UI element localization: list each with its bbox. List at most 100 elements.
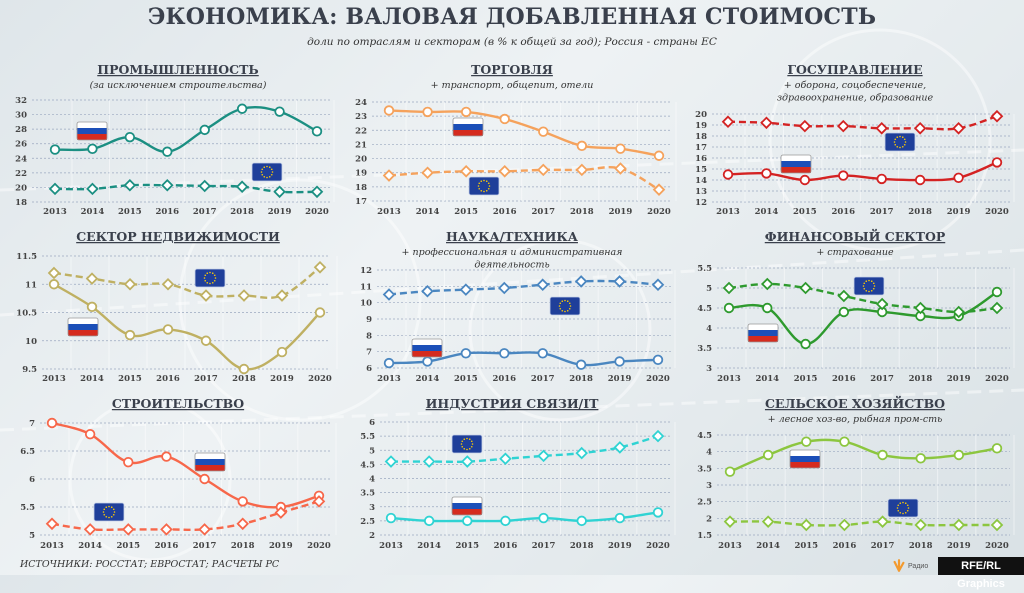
russia-data-point bbox=[274, 106, 285, 117]
russia-data-point bbox=[801, 436, 812, 447]
x-tick-label: 2016 bbox=[155, 207, 179, 217]
x-tick-label: 2016 bbox=[492, 374, 516, 384]
panel-title: СЕЛЬСКОЕ ХОЗЯЙСТВО bbox=[765, 395, 945, 411]
eu-flag bbox=[549, 296, 581, 316]
x-tick-label: 2014 bbox=[417, 541, 441, 551]
eu-series-line bbox=[388, 165, 660, 191]
eu-data-point bbox=[161, 178, 174, 192]
x-tick-label: 2013 bbox=[377, 374, 401, 384]
eu-flag bbox=[887, 498, 919, 518]
russia-flag bbox=[789, 449, 821, 469]
rferl-graphics-logo: RFE/RL Graphics bbox=[938, 557, 1024, 590]
x-tick-label: 2019 bbox=[947, 374, 971, 384]
eu-data-point bbox=[421, 166, 434, 179]
x-tick-label: 2014 bbox=[416, 374, 440, 384]
x-tick-label: 2018 bbox=[569, 374, 593, 384]
russia-data-point bbox=[276, 346, 288, 358]
y-tick-label: 28 bbox=[15, 125, 27, 135]
russia-data-point bbox=[614, 356, 625, 367]
russia-data-point bbox=[46, 417, 58, 429]
eu-data-point bbox=[422, 455, 436, 468]
y-tick-label: 5 bbox=[369, 446, 375, 456]
eu-data-point bbox=[382, 288, 396, 301]
russia-data-point bbox=[84, 429, 96, 440]
eu-data-point bbox=[800, 518, 813, 532]
eu-data-point bbox=[498, 281, 511, 295]
y-tick-label: 4.5 bbox=[697, 431, 712, 441]
eu-data-point bbox=[86, 182, 99, 196]
x-tick-label: 2013 bbox=[377, 207, 401, 217]
russia-data-point bbox=[915, 453, 926, 464]
russia-data-point bbox=[199, 124, 210, 136]
russia-flag bbox=[780, 154, 812, 174]
eu-data-point bbox=[614, 162, 627, 175]
eu-data-point bbox=[652, 183, 666, 196]
russia-data-point bbox=[538, 126, 549, 137]
x-tick-label: 2018 bbox=[232, 374, 256, 384]
y-tick-label: 17 bbox=[355, 197, 367, 207]
eu-data-point bbox=[876, 515, 889, 528]
y-tick-label: 22 bbox=[15, 169, 27, 179]
eu-data-point bbox=[990, 518, 1004, 532]
x-tick-label: 2014 bbox=[755, 207, 779, 217]
y-tick-label: 4 bbox=[369, 475, 375, 485]
russia-flag bbox=[747, 323, 779, 343]
eu-flag bbox=[451, 434, 483, 454]
y-tick-label: 10 bbox=[25, 337, 37, 347]
y-tick-label: 1.5 bbox=[697, 531, 712, 541]
x-tick-label: 2017 bbox=[531, 374, 555, 384]
y-tick-label: 18 bbox=[15, 198, 27, 208]
eu-data-point bbox=[47, 266, 61, 280]
y-tick-label: 4 bbox=[706, 324, 712, 334]
eu-data-point bbox=[310, 185, 324, 199]
y-tick-label: 11 bbox=[25, 280, 37, 290]
russia-data-point bbox=[124, 329, 136, 341]
y-tick-label: 12 bbox=[360, 266, 372, 276]
russia-data-point bbox=[876, 173, 887, 185]
eu-data-point bbox=[85, 272, 99, 285]
x-tick-label: 2014 bbox=[81, 207, 105, 217]
russia-data-point bbox=[575, 359, 587, 370]
x-tick-label: 2013 bbox=[379, 541, 403, 551]
sources-note: ИСТОЧНИКИ: РОССТАТ; ЕВРОСТАТ; РАСЧЕТЫ РС bbox=[20, 559, 280, 570]
y-tick-label: 24 bbox=[15, 154, 27, 164]
russia-data-point bbox=[991, 157, 1003, 168]
eu-data-point bbox=[161, 277, 175, 291]
eu-flag bbox=[93, 502, 125, 522]
x-tick-label: 2019 bbox=[608, 541, 632, 551]
chart-panel: ИНДУСТРИЯ СВЯЗИ/IT 2 2.5 3 3.5 4 4.5 5 5.5 6 2013 2… bbox=[360, 396, 676, 551]
eu-data-point bbox=[312, 495, 326, 508]
y-tick-label: 3.5 bbox=[697, 344, 712, 354]
russia-data-point bbox=[162, 146, 173, 157]
eu-data-point bbox=[382, 169, 396, 182]
x-tick-label: 2014 bbox=[416, 207, 440, 217]
russia-data-point bbox=[237, 496, 248, 507]
eu-series-line bbox=[51, 500, 320, 532]
x-tick-label: 2013 bbox=[42, 374, 66, 384]
eu-data-point bbox=[651, 278, 665, 291]
y-tick-label: 4 bbox=[706, 448, 712, 458]
eu-data-point bbox=[123, 277, 137, 291]
y-tick-label: 8 bbox=[366, 331, 372, 341]
y-tick-label: 19 bbox=[695, 121, 707, 131]
y-tick-label: 26 bbox=[15, 140, 27, 150]
x-tick-label: 2020 bbox=[646, 541, 670, 551]
x-tick-label: 2018 bbox=[570, 207, 594, 217]
x-tick-label: 2015 bbox=[454, 207, 478, 217]
eu-data-point bbox=[575, 163, 589, 177]
y-tick-label: 11 bbox=[360, 282, 372, 292]
x-tick-label: 2014 bbox=[756, 541, 780, 551]
x-tick-label: 2018 bbox=[230, 207, 254, 217]
russia-data-point bbox=[422, 106, 433, 118]
eu-data-point bbox=[384, 455, 398, 468]
eu-flag bbox=[853, 276, 885, 296]
russia-data-point bbox=[499, 113, 510, 125]
y-tick-label: 9.5 bbox=[22, 365, 37, 375]
eu-data-point bbox=[837, 119, 850, 133]
russia-data-point bbox=[86, 301, 98, 313]
x-tick-label: 2020 bbox=[307, 541, 331, 551]
y-tick-label: 7 bbox=[29, 419, 35, 429]
main-subtitle: доли по отраслям и секторам (в % к общей… bbox=[307, 36, 717, 48]
x-tick-label: 2015 bbox=[454, 374, 478, 384]
y-tick-label: 9 bbox=[366, 315, 372, 325]
